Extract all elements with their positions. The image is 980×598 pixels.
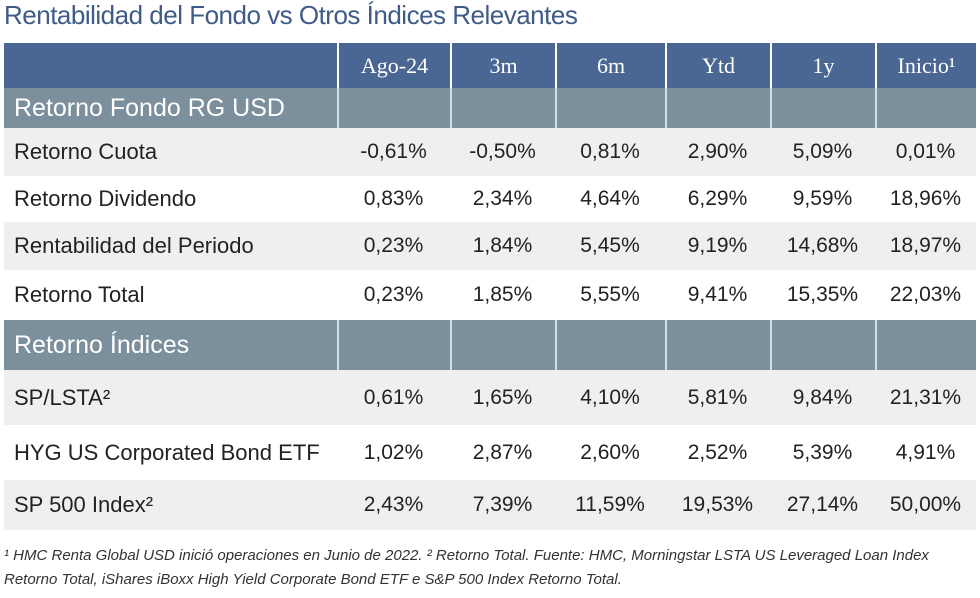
row-label: SP/LSTA²	[4, 370, 337, 425]
section-cell	[337, 88, 450, 128]
value-cell: 9,41%	[665, 270, 770, 320]
column-header: 3m	[450, 43, 555, 88]
value-cell: 1,65%	[450, 370, 555, 425]
row-label: SP 500 Index²	[4, 480, 337, 530]
value-cell: 1,02%	[337, 425, 450, 480]
value-cell: 2,52%	[665, 425, 770, 480]
header-cell	[4, 43, 337, 88]
value-cell: 9,19%	[665, 222, 770, 270]
value-cell: 2,34%	[450, 176, 555, 222]
value-cell: 2,60%	[555, 425, 665, 480]
value-cell: 0,81%	[555, 128, 665, 176]
value-cell: 19,53%	[665, 480, 770, 530]
section-cell	[875, 320, 976, 370]
column-header: Ago-24	[337, 43, 450, 88]
value-cell: 5,39%	[770, 425, 875, 480]
value-cell: 22,03%	[875, 270, 976, 320]
row-label: Retorno Dividendo	[4, 176, 337, 222]
value-cell: 9,84%	[770, 370, 875, 425]
value-cell: 18,96%	[875, 176, 976, 222]
footnote: ¹ HMC Renta Global USD inició operacione…	[4, 547, 929, 588]
value-cell: 6,29%	[665, 176, 770, 222]
value-cell: 4,91%	[875, 425, 976, 480]
value-cell: 4,64%	[555, 176, 665, 222]
section-cell	[665, 88, 770, 128]
column-header: Inicio¹	[875, 43, 976, 88]
value-cell: 5,09%	[770, 128, 875, 176]
value-cell: 4,10%	[555, 370, 665, 425]
section-title: Retorno Fondo RG USD	[4, 88, 337, 128]
column-header: 6m	[555, 43, 665, 88]
value-cell: 14,68%	[770, 222, 875, 270]
value-cell: 15,35%	[770, 270, 875, 320]
value-cell: 5,45%	[555, 222, 665, 270]
value-cell: 5,55%	[555, 270, 665, 320]
section-cell	[875, 88, 976, 128]
value-cell: -0,50%	[450, 128, 555, 176]
value-cell: -0,61%	[337, 128, 450, 176]
section-cell	[555, 320, 665, 370]
value-cell: 9,59%	[770, 176, 875, 222]
value-cell: 0,83%	[337, 176, 450, 222]
value-cell: 27,14%	[770, 480, 875, 530]
section-cell	[770, 88, 875, 128]
value-cell: 2,87%	[450, 425, 555, 480]
section-cell	[665, 320, 770, 370]
value-cell: 0,61%	[337, 370, 450, 425]
row-label: HYG US Corporated Bond ETF	[4, 425, 337, 480]
column-header: 1y	[770, 43, 875, 88]
row-label: Rentabilidad del Periodo	[4, 222, 337, 270]
value-cell: 2,90%	[665, 128, 770, 176]
value-cell: 0,23%	[337, 270, 450, 320]
value-cell: 0,23%	[337, 222, 450, 270]
value-cell: 7,39%	[450, 480, 555, 530]
row-label: Retorno Cuota	[4, 128, 337, 176]
section-cell	[450, 88, 555, 128]
value-cell: 2,43%	[337, 480, 450, 530]
section-cell	[450, 320, 555, 370]
value-cell: 1,84%	[450, 222, 555, 270]
title: Rentabilidad del Fondo vs Otros Índices …	[4, 0, 578, 30]
section-cell	[555, 88, 665, 128]
value-cell: 0,01%	[875, 128, 976, 176]
row-label: Retorno Total	[4, 270, 337, 320]
column-header: Ytd	[665, 43, 770, 88]
section-cell	[770, 320, 875, 370]
section-title: Retorno Índices	[4, 320, 337, 370]
section-cell	[337, 320, 450, 370]
value-cell: 50,00%	[875, 480, 976, 530]
value-cell: 1,85%	[450, 270, 555, 320]
value-cell: 11,59%	[555, 480, 665, 530]
value-cell: 18,97%	[875, 222, 976, 270]
value-cell: 5,81%	[665, 370, 770, 425]
value-cell: 21,31%	[875, 370, 976, 425]
